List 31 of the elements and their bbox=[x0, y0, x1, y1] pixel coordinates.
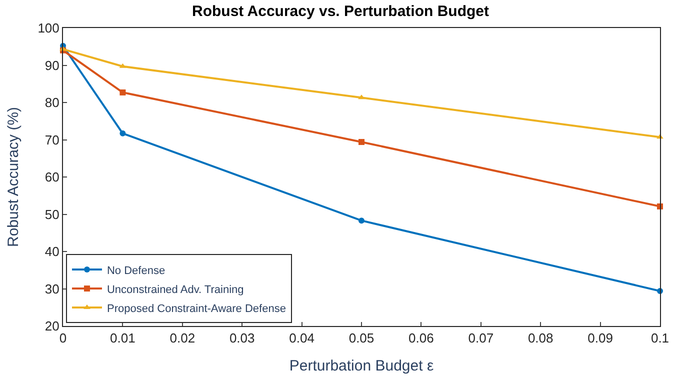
point bbox=[358, 138, 364, 145]
x-tick-label: 0.06 bbox=[408, 330, 434, 346]
x-tick-label: 0.07 bbox=[468, 330, 494, 346]
y-tick-label: 60 bbox=[44, 170, 60, 185]
point bbox=[120, 89, 126, 96]
x-tick-label: 0.08 bbox=[528, 330, 554, 346]
x-tick-label: 0.03 bbox=[229, 330, 255, 346]
legend-label: Proposed Constraint-Aware Defense bbox=[106, 302, 286, 315]
y-tick-label: 80 bbox=[44, 95, 60, 110]
y-tick-label: 70 bbox=[44, 132, 60, 148]
y-tick-label: 30 bbox=[44, 281, 60, 296]
y-tick-label: 100 bbox=[38, 20, 60, 36]
y-tick-label: 90 bbox=[44, 58, 60, 73]
point bbox=[358, 94, 365, 100]
point bbox=[120, 130, 126, 136]
x-tick-label: 0.05 bbox=[348, 330, 374, 346]
x-tick-label: 0 bbox=[59, 330, 67, 346]
chart-title: Robust Accuracy vs. Perturbation Budget bbox=[192, 3, 489, 20]
y-tick-label: 40 bbox=[44, 244, 60, 260]
x-tick-label: 0.02 bbox=[170, 330, 196, 346]
x-tick-label: 0.09 bbox=[588, 330, 613, 346]
legend-label: No Defense bbox=[106, 264, 166, 277]
x-tick-label: 0.1 bbox=[650, 330, 670, 346]
y-axis-title: Robust Accuracy (%) bbox=[4, 106, 22, 248]
point bbox=[358, 218, 364, 224]
x-tick-label: 0.01 bbox=[110, 330, 136, 346]
x-tick-label: 0.04 bbox=[289, 330, 314, 346]
x-axis-title: Perturbation Budget ε bbox=[289, 358, 434, 375]
y-tick-label: 50 bbox=[44, 206, 60, 222]
legend-label: Unconstrained Adv. Training bbox=[106, 284, 244, 296]
y-tick-label: 20 bbox=[44, 318, 60, 334]
